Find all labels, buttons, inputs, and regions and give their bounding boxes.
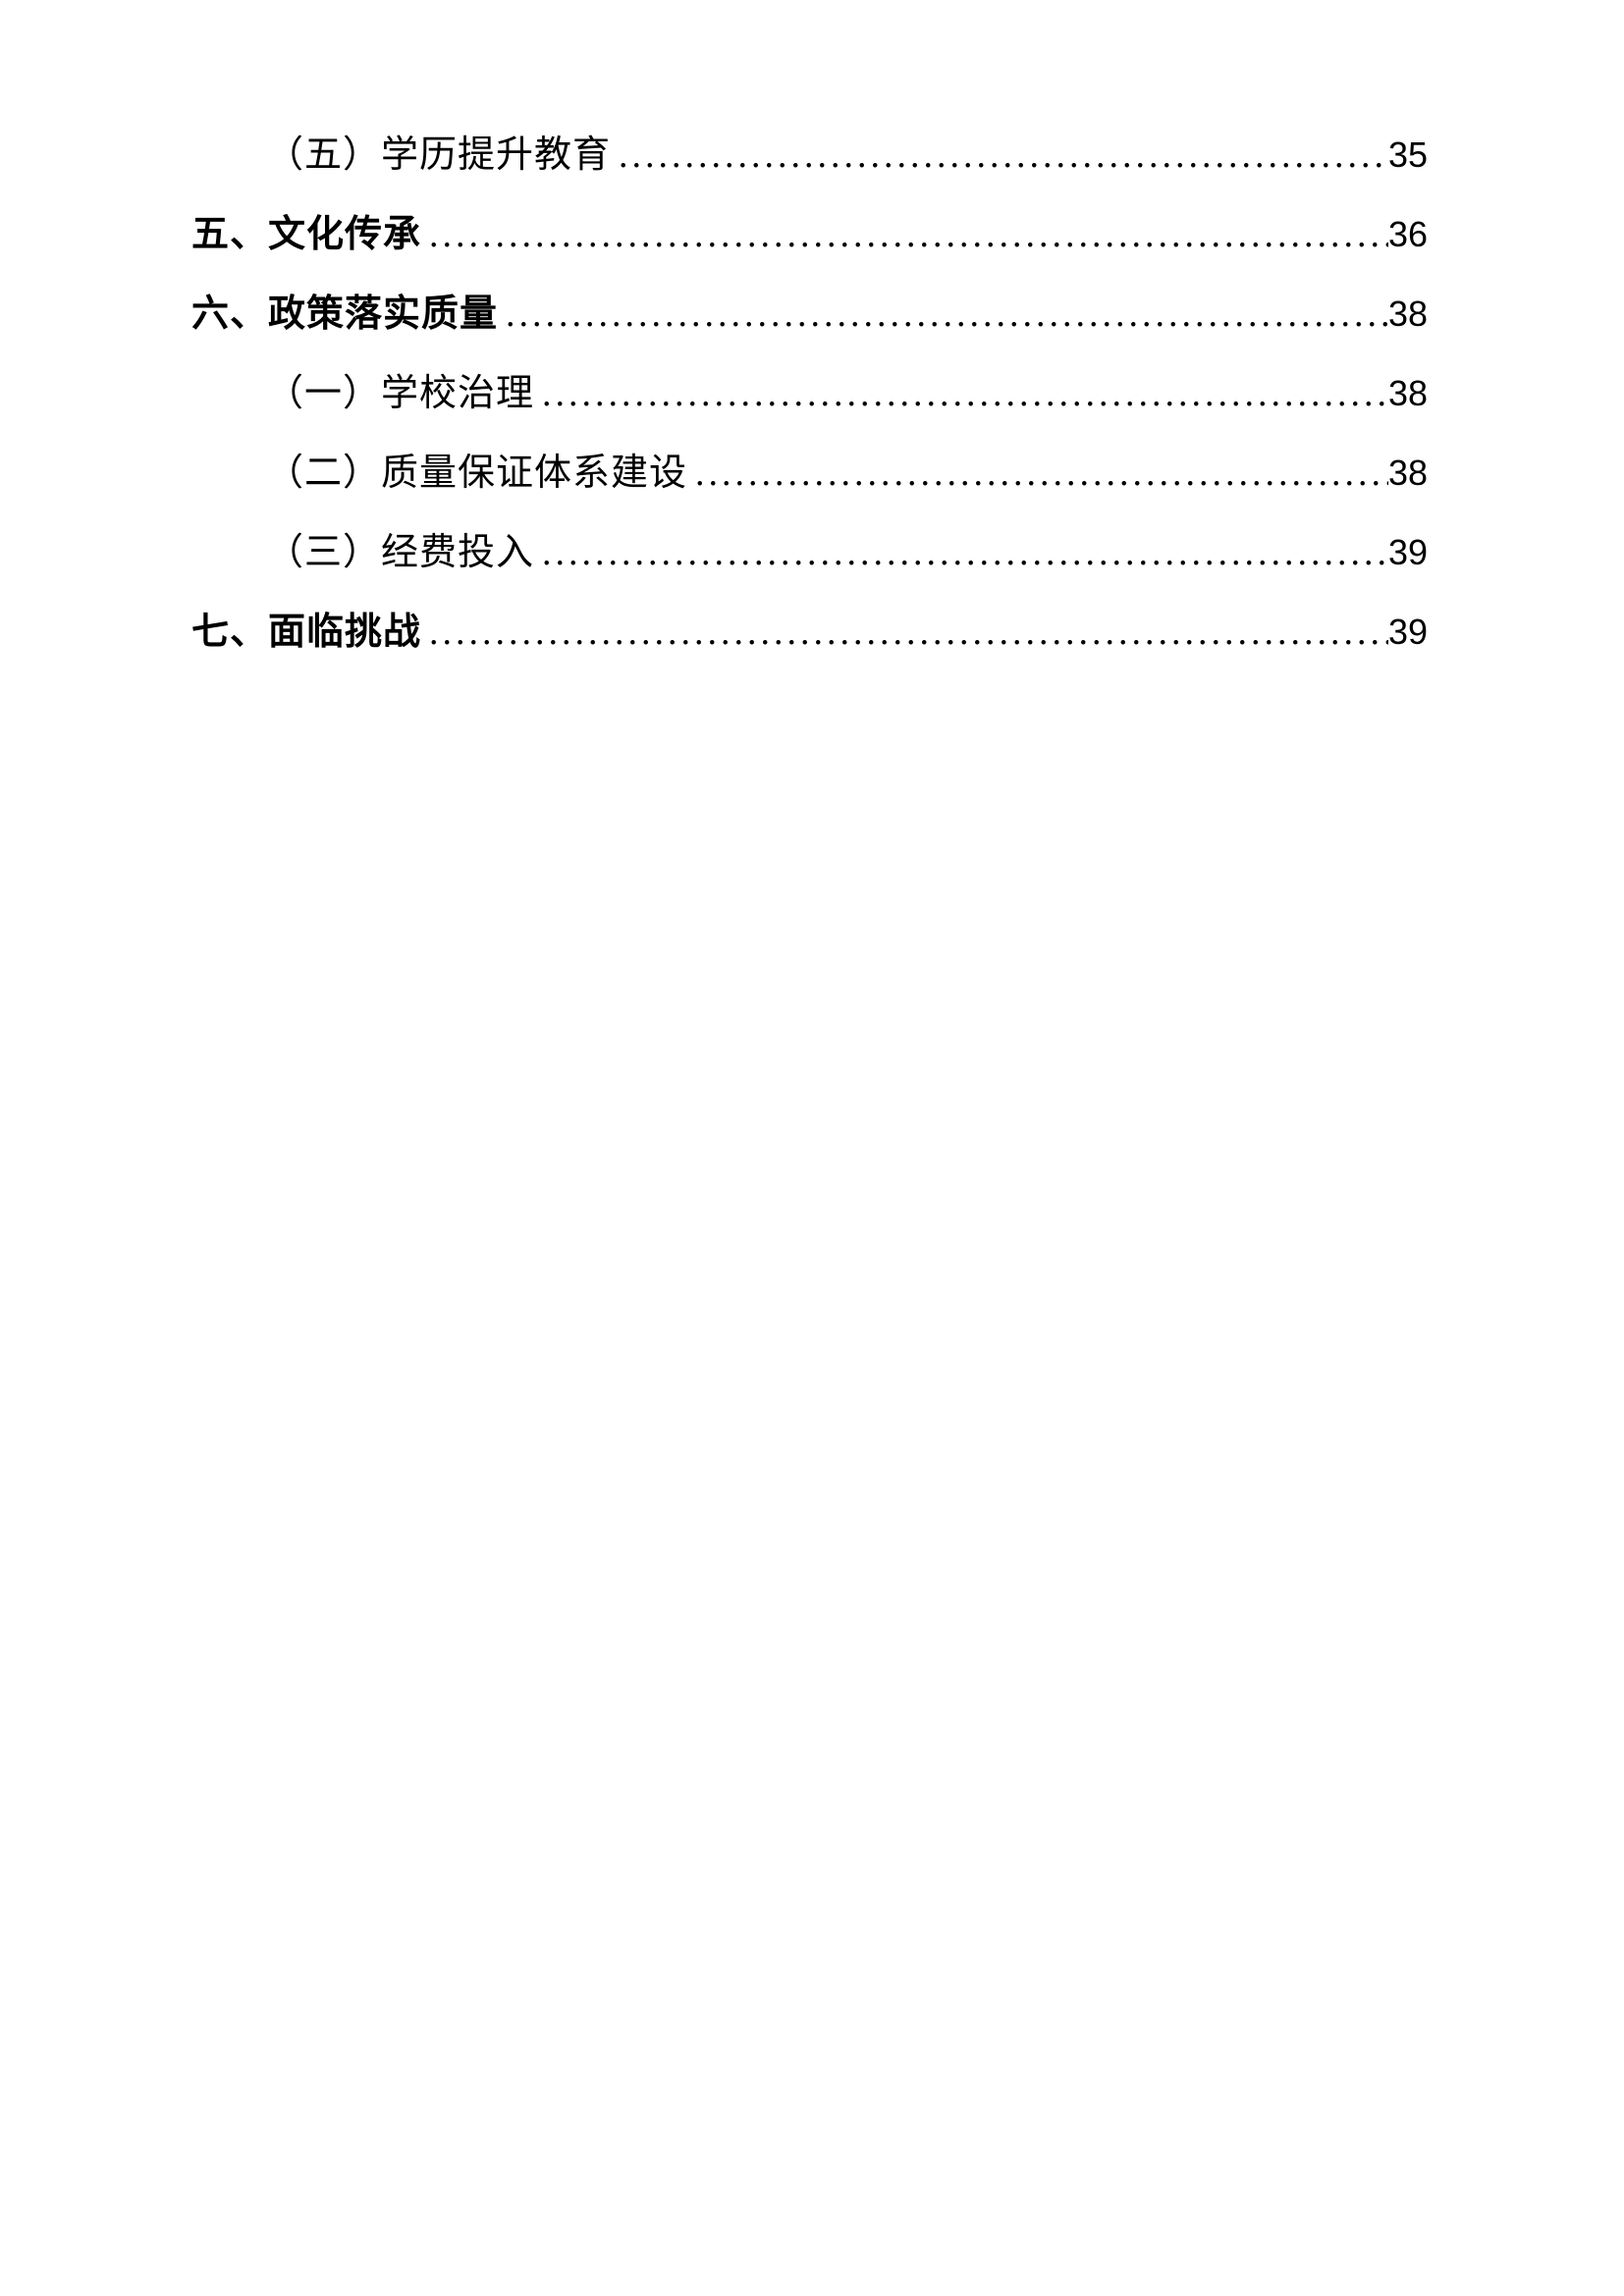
toc-entry: （三）经费投入 39 [191,525,1428,581]
toc-dots [498,287,1388,343]
toc-dots [421,605,1388,661]
toc-dots [421,207,1388,263]
toc-entry: （一）学校治理 38 [191,366,1428,422]
toc-dots [534,366,1388,422]
toc-title: （一）学校治理 [266,366,534,422]
toc-page-number: 39 [1388,606,1428,659]
toc-entry: 六、政策落实质量 38 [191,287,1428,343]
toc-title: 七、面临挑战 [191,605,421,661]
toc-title: 六、政策落实质量 [191,287,498,343]
toc-title: （三）经费投入 [266,525,534,581]
toc-page-number: 39 [1388,526,1428,579]
toc-page-number: 38 [1388,367,1428,420]
page-container: （五）学历提升教育 35 五、文化传承 36 六、政策落实质量 38 （一）学校… [0,0,1624,661]
toc-title: （五）学历提升教育 [266,128,611,184]
toc-dots [687,446,1388,502]
toc-dots [611,128,1388,184]
toc-title: （二）质量保证体系建设 [266,446,687,502]
toc-entry: （二）质量保证体系建设 38 [191,446,1428,502]
toc-page-number: 36 [1388,208,1428,261]
toc-entry: （五）学历提升教育 35 [191,128,1428,184]
toc-title: 五、文化传承 [191,207,421,263]
toc-page-number: 38 [1388,447,1428,500]
toc-page-number: 38 [1388,288,1428,341]
toc-entry: 七、面临挑战 39 [191,605,1428,661]
toc-page-number: 35 [1388,129,1428,182]
toc-dots [534,525,1388,581]
toc-entry: 五、文化传承 36 [191,207,1428,263]
